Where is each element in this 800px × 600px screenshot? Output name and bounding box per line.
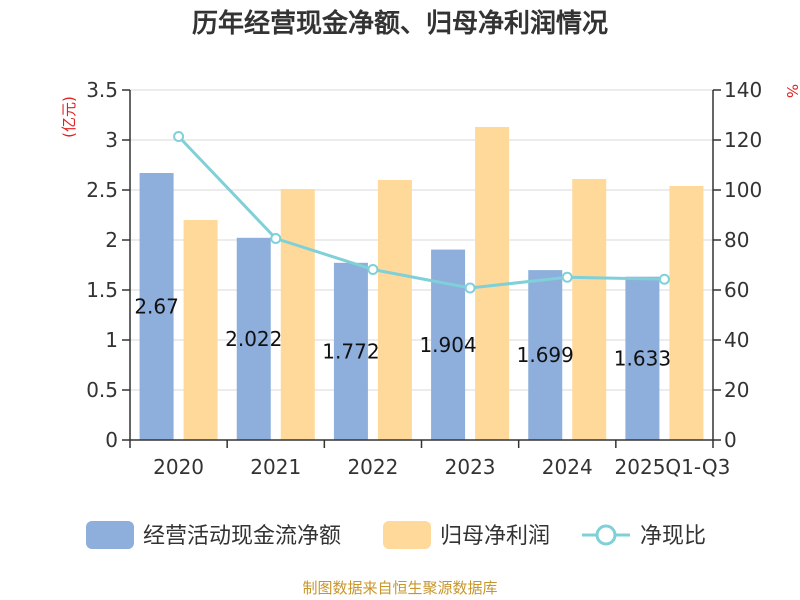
right-tick-label: 100: [724, 178, 762, 202]
left-tick-label: 0: [105, 428, 118, 452]
left-tick-label: 1.5: [86, 278, 118, 302]
source-note: 制图数据来自恒生聚源数据库: [302, 579, 497, 597]
right-axis-ticks: 0 20 40 60 80 100 120 140: [713, 78, 762, 452]
x-tick-label: 2023: [445, 455, 496, 479]
bar-net-profit: [280, 189, 315, 440]
bar-net-profit: [183, 220, 218, 440]
bar-cashflow: [625, 276, 660, 440]
bar-cashflow: [333, 262, 368, 440]
left-tick-label: 0.5: [86, 378, 118, 402]
left-axis-ticks: 0 0.5 1 1.5 2 2.5 3 3.5: [86, 78, 130, 452]
ratio-point: [658, 273, 670, 285]
right-tick-label: 140: [724, 78, 762, 102]
grid-lines: [130, 89, 713, 391]
left-tick-label: 3.5: [86, 78, 118, 102]
left-tick-label: 2: [105, 228, 118, 252]
bar-cashflow: [236, 237, 271, 440]
right-tick-label: 20: [724, 378, 749, 402]
right-axis-unit: %: [783, 84, 800, 98]
legend-marker-ratio: [595, 524, 617, 546]
legend-label-cashflow: 经营活动现金流净额: [143, 524, 341, 549]
left-axis-unit: (亿元): [60, 96, 78, 138]
x-tick-label: 2021: [250, 455, 301, 479]
bar-net-profit: [669, 186, 704, 440]
bar-labels: 2.67 2.022 1.772 1.904 1.699 1.633: [134, 295, 671, 371]
legend-label-ratio: 净现比: [640, 524, 706, 549]
right-tick-label: 0: [724, 428, 737, 452]
legend-swatch-net-profit[interactable]: [383, 521, 431, 549]
right-tick-label: 80: [724, 228, 749, 252]
bars: [139, 127, 704, 440]
ratio-line-path: [177, 135, 665, 290]
ratio-point: [270, 233, 282, 244]
right-tick-label: 60: [724, 278, 749, 302]
x-tick-label: 2025Q1-Q3: [615, 455, 731, 479]
x-tick-label: 2024: [542, 455, 593, 479]
x-tick-label: 2020: [153, 455, 204, 479]
x-tick-label: 2022: [347, 455, 398, 479]
ratio-point: [464, 282, 476, 294]
bar-net-profit: [377, 180, 412, 440]
bar-cashflow: [528, 270, 563, 440]
left-tick-label: 1: [105, 328, 118, 352]
right-tick-label: 40: [724, 328, 749, 352]
ratio-line: [173, 131, 670, 294]
bar-label-cashflow: 1.904: [419, 333, 476, 357]
ratio-point: [367, 264, 379, 275]
bar-label-cashflow: 2.022: [225, 327, 282, 351]
chart-title: 历年经营现金净额、归母净利润情况: [192, 8, 608, 39]
ratio-point: [561, 271, 573, 283]
bar-label-cashflow: 1.633: [614, 346, 671, 370]
right-tick-label: 120: [724, 128, 762, 152]
bar-label-cashflow: 2.67: [134, 295, 179, 319]
legend-swatch-cashflow[interactable]: [86, 521, 134, 549]
left-tick-label: 2.5: [86, 178, 118, 202]
bar-net-profit: [572, 179, 607, 440]
legend: 经营活动现金流净额 归母净利润 净现比: [86, 521, 706, 549]
x-axis-ticks: 2020 2021 2022 2023 2024 2025Q1-Q3: [129, 440, 731, 479]
bar-label-cashflow: 1.699: [517, 343, 574, 367]
bar-label-cashflow: 1.772: [322, 339, 379, 363]
bar-cashflow: [139, 173, 174, 440]
legend-label-net-profit: 归母净利润: [440, 524, 550, 549]
left-tick-label: 3: [105, 128, 118, 152]
ratio-point: [173, 131, 185, 142]
